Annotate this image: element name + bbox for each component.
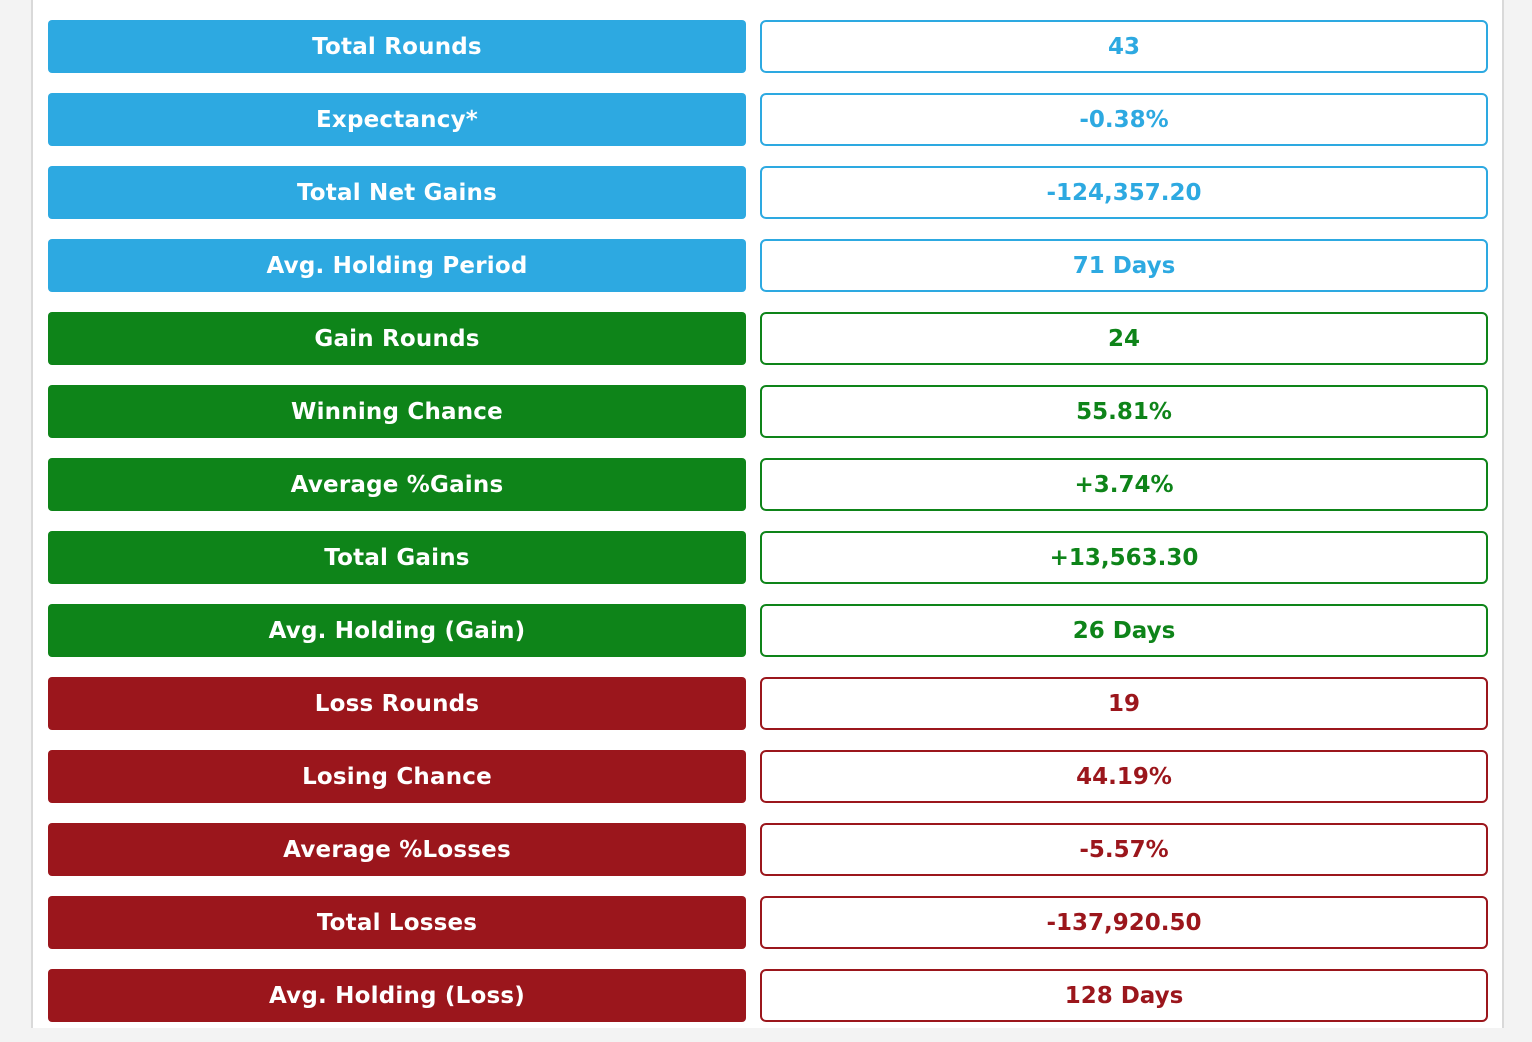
stat-value: 71 Days bbox=[760, 239, 1488, 292]
stat-value: 128 Days bbox=[760, 969, 1488, 1022]
stat-label: Total Net Gains bbox=[48, 166, 746, 219]
stat-value: 19 bbox=[760, 677, 1488, 730]
stat-label: Total Losses bbox=[48, 896, 746, 949]
stat-label: Winning Chance bbox=[48, 385, 746, 438]
stat-value: 24 bbox=[760, 312, 1488, 365]
stat-row-loss-rounds: Loss Rounds 19 bbox=[48, 677, 1488, 730]
stat-row-losing-chance: Losing Chance 44.19% bbox=[48, 750, 1488, 803]
stat-label: Loss Rounds bbox=[48, 677, 746, 730]
stat-label: Average %Gains bbox=[48, 458, 746, 511]
stat-value: +3.74% bbox=[760, 458, 1488, 511]
stat-row-expectancy: Expectancy* -0.38% bbox=[48, 93, 1488, 146]
stat-row-avg-holding-period: Avg. Holding Period 71 Days bbox=[48, 239, 1488, 292]
stat-label: Expectancy* bbox=[48, 93, 746, 146]
stat-row-total-net-gains: Total Net Gains -124,357.20 bbox=[48, 166, 1488, 219]
stat-label: Avg. Holding (Loss) bbox=[48, 969, 746, 1022]
stat-label: Avg. Holding (Gain) bbox=[48, 604, 746, 657]
stat-value: 55.81% bbox=[760, 385, 1488, 438]
stat-label: Total Rounds bbox=[48, 20, 746, 73]
stat-row-total-gains: Total Gains +13,563.30 bbox=[48, 531, 1488, 584]
stat-row-avg-holding-gain: Avg. Holding (Gain) 26 Days bbox=[48, 604, 1488, 657]
stat-value: 44.19% bbox=[760, 750, 1488, 803]
stat-label: Losing Chance bbox=[48, 750, 746, 803]
stat-value: -0.38% bbox=[760, 93, 1488, 146]
stat-label: Average %Losses bbox=[48, 823, 746, 876]
stat-label: Total Gains bbox=[48, 531, 746, 584]
stat-row-avg-holding-loss: Avg. Holding (Loss) 128 Days bbox=[48, 969, 1488, 1022]
stat-row-average-losses: Average %Losses -5.57% bbox=[48, 823, 1488, 876]
stat-row-winning-chance: Winning Chance 55.81% bbox=[48, 385, 1488, 438]
stat-row-total-rounds: Total Rounds 43 bbox=[48, 20, 1488, 73]
stat-row-average-gains: Average %Gains +3.74% bbox=[48, 458, 1488, 511]
stat-row-total-losses: Total Losses -137,920.50 bbox=[48, 896, 1488, 949]
stat-value: 26 Days bbox=[760, 604, 1488, 657]
stat-value: -137,920.50 bbox=[760, 896, 1488, 949]
stat-label: Avg. Holding Period bbox=[48, 239, 746, 292]
stat-value: -5.57% bbox=[760, 823, 1488, 876]
stat-row-gain-rounds: Gain Rounds 24 bbox=[48, 312, 1488, 365]
stat-label: Gain Rounds bbox=[48, 312, 746, 365]
stats-list: Total Rounds 43 Expectancy* -0.38% Total… bbox=[48, 20, 1488, 1042]
stat-value: -124,357.20 bbox=[760, 166, 1488, 219]
stat-value: +13,563.30 bbox=[760, 531, 1488, 584]
stat-value: 43 bbox=[760, 20, 1488, 73]
